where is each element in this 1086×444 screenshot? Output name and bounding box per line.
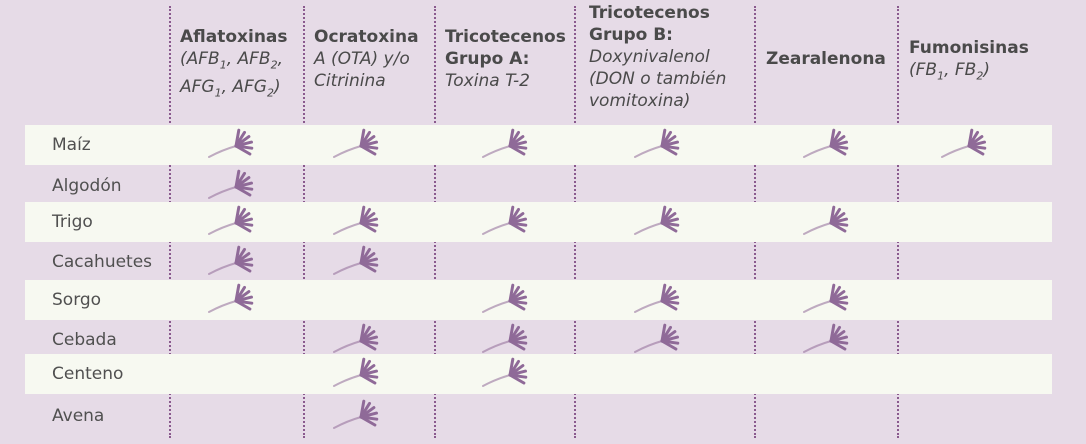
column-header-title: Tricotecenos Grupo A:: [445, 27, 566, 69]
column-header-title: Aflatoxinas: [180, 27, 288, 47]
row-label: Cacahuetes: [52, 252, 153, 272]
grain-spike-icon: [333, 128, 379, 158]
grain-spike-icon: [634, 205, 680, 235]
column-header-title: Ocratoxina: [314, 27, 419, 47]
column-header-subtitle: Toxina T-2: [445, 71, 530, 91]
column-header: Aflatoxinas (AFB1, AFB2, AFG1, AFG2): [180, 26, 288, 105]
grain-spike-icon: [803, 205, 849, 235]
column-header: Ocratoxina A (OTA) y/o Citrinina: [314, 26, 419, 92]
grain-spike-icon: [634, 323, 680, 353]
grain-spike-icon: [482, 323, 528, 353]
grain-spike-icon: [482, 357, 528, 387]
column-header-title: Zearalenona: [766, 49, 886, 69]
grain-spike-icon: [482, 283, 528, 313]
column-header: Fumonisinas (FB1, FB2): [909, 37, 1029, 87]
grain-spike-icon: [803, 283, 849, 313]
table-row: Sorgo: [25, 280, 1052, 320]
grain-spike-icon: [208, 169, 254, 199]
grain-spike-icon: [803, 323, 849, 353]
grain-spike-icon: [333, 357, 379, 387]
grain-spike-icon: [208, 205, 254, 235]
grain-spike-icon: [208, 128, 254, 158]
table-row: Trigo: [25, 202, 1052, 242]
grain-spike-icon: [634, 283, 680, 313]
table-row: Cacahuetes: [25, 242, 1052, 282]
table-row: Avena: [25, 396, 1052, 436]
table-row: Centeno: [25, 354, 1052, 394]
grain-spike-icon: [208, 245, 254, 275]
row-label: Avena: [52, 406, 105, 426]
grain-spike-icon: [482, 205, 528, 235]
row-label: Algodón: [52, 176, 122, 196]
grain-spike-icon: [333, 245, 379, 275]
table-row: Cebada: [25, 320, 1052, 360]
column-header-subtitle: (AFB1, AFB2, AFG1, AFG2): [180, 49, 283, 100]
column-header-subtitle: A (OTA) y/o Citrinina: [314, 49, 410, 91]
row-label: Cebada: [52, 330, 117, 350]
column-header: Zearalenona: [766, 48, 886, 70]
row-label: Trigo: [52, 212, 93, 232]
column-header-subtitle: Doxynivalenol (DON o también vomitoxina): [589, 47, 727, 111]
grain-spike-icon: [333, 205, 379, 235]
grain-spike-icon: [333, 323, 379, 353]
column-header-subtitle: (FB1, FB2): [909, 60, 990, 83]
grain-spike-icon: [803, 128, 849, 158]
table-row: Maíz: [25, 125, 1052, 165]
grain-spike-icon: [941, 128, 987, 158]
grain-spike-icon: [333, 399, 379, 429]
grain-spike-icon: [208, 283, 254, 313]
column-header: Tricotecenos Grupo B: Doxynivalenol (DON o …: [589, 2, 726, 112]
grain-spike-icon: [634, 128, 680, 158]
column-header-title: Tricotecenos Grupo B:: [589, 3, 710, 45]
row-label: Maíz: [52, 135, 91, 155]
table-row: Algodón: [25, 166, 1052, 206]
grain-spike-icon: [482, 128, 528, 158]
row-label: Sorgo: [52, 290, 102, 310]
row-label: Centeno: [52, 364, 124, 384]
column-header: Tricotecenos Grupo A: Toxina T-2: [445, 26, 566, 92]
column-header-title: Fumonisinas: [909, 38, 1029, 58]
